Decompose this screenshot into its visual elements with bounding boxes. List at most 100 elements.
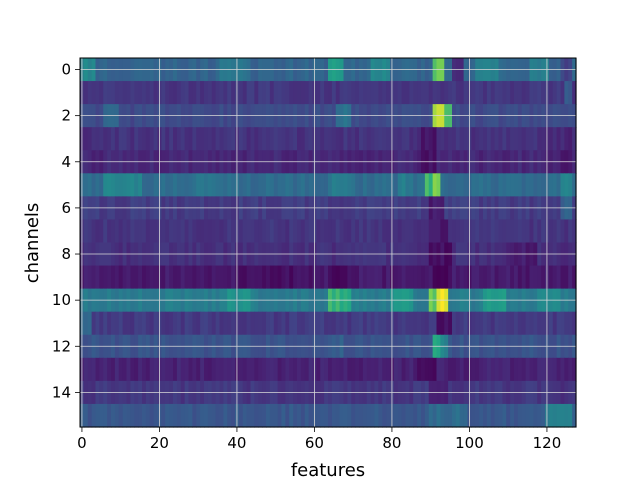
heatmap-cell: [533, 311, 538, 336]
heatmap-cell: [452, 81, 457, 105]
heatmap-cell: [200, 81, 205, 105]
heatmap-cell: [572, 81, 577, 105]
heatmap-cell: [560, 357, 565, 382]
heatmap-cell: [134, 265, 139, 290]
heatmap-cell: [417, 403, 422, 428]
heatmap-cell: [254, 403, 259, 428]
heatmap-cell: [250, 311, 255, 336]
heatmap-cell: [223, 265, 228, 290]
heatmap-cell: [103, 357, 108, 382]
y-tick-label: 8: [61, 245, 71, 263]
heatmap-cell: [308, 403, 314, 428]
heatmap-cell: [510, 173, 515, 197]
heatmap-cell: [471, 311, 476, 336]
heatmap-cell: [219, 311, 224, 336]
x-tick-label: 60: [305, 434, 324, 452]
heatmap-cell: [176, 127, 182, 151]
heatmap-cell: [506, 173, 511, 197]
heatmap-cell: [273, 81, 279, 105]
heatmap-cell: [204, 127, 209, 151]
heatmap-cell: [514, 81, 519, 105]
heatmap-cell: [401, 173, 407, 197]
heatmap-cell: [184, 403, 190, 428]
heatmap-cell: [107, 357, 112, 382]
heatmap-cell: [514, 127, 519, 151]
heatmap-cell: [99, 311, 104, 336]
heatmap-cell: [107, 173, 112, 197]
heatmap-cell: [370, 219, 376, 244]
heatmap-cell: [324, 219, 329, 244]
heatmap-cell: [246, 357, 252, 382]
heatmap-cell: [459, 311, 465, 336]
heatmap-cell: [560, 173, 565, 197]
heatmap-cell: [537, 357, 542, 382]
heatmap-cell: [316, 357, 321, 382]
heatmap-cell: [211, 357, 217, 382]
heatmap-cell: [362, 265, 368, 290]
heatmap-cell: [328, 127, 333, 151]
heatmap-cell: [483, 265, 488, 290]
heatmap-cell: [374, 81, 379, 105]
heatmap-cell: [351, 219, 356, 244]
heatmap-cell: [424, 81, 430, 105]
heatmap-cell: [176, 403, 182, 428]
heatmap-cell: [107, 265, 112, 290]
heatmap-cell: [548, 403, 554, 428]
heatmap-cell: [335, 173, 341, 197]
heatmap-cell: [494, 81, 500, 105]
heatmap-cell: [335, 265, 341, 290]
heatmap-cell: [173, 219, 178, 244]
heatmap-cell: [572, 311, 577, 336]
x-tick-label: 80: [382, 434, 401, 452]
heatmap-cell: [452, 173, 457, 197]
heatmap-cell: [537, 127, 542, 151]
heatmap-cell: [506, 311, 511, 336]
heatmap-cell: [207, 219, 213, 244]
heatmap-cell: [180, 265, 186, 290]
heatmap-cell: [432, 403, 438, 428]
heatmap-cell: [145, 357, 151, 382]
heatmap-cell: [483, 311, 488, 336]
heatmap-cell: [335, 311, 341, 336]
heatmap-cell: [293, 311, 298, 336]
heatmap-cell: [386, 127, 391, 151]
heatmap-cell: [122, 357, 128, 382]
heatmap-cell: [413, 127, 418, 151]
heatmap-cell: [366, 219, 372, 244]
heatmap-cell: [347, 219, 352, 244]
heatmap-cell: [149, 265, 155, 290]
heatmap-cell: [266, 357, 271, 382]
heatmap-cell: [130, 403, 135, 428]
heatmap-cell: [510, 127, 515, 151]
heatmap-cell: [130, 219, 135, 244]
heatmap-cell: [145, 127, 151, 151]
heatmap-cell: [285, 357, 290, 382]
heatmap-cell: [374, 265, 379, 290]
heatmap-cell: [475, 265, 480, 290]
heatmap-cell: [502, 265, 507, 290]
heatmap-cell: [165, 403, 170, 428]
heatmap-cell: [211, 219, 217, 244]
heatmap-cell: [386, 357, 391, 382]
heatmap-cell: [103, 311, 108, 336]
heatmap-cell: [126, 357, 131, 382]
heatmap-cell: [405, 81, 410, 105]
heatmap-cell: [103, 265, 108, 290]
heatmap-cell: [494, 127, 500, 151]
heatmap-cell: [266, 311, 271, 336]
heatmap-cell: [266, 403, 271, 428]
heatmap-cell: [568, 265, 573, 290]
heatmap-cell: [502, 81, 507, 105]
heatmap-cell: [490, 265, 496, 290]
heatmap-cell: [246, 311, 252, 336]
heatmap-cell: [324, 265, 329, 290]
heatmap-cell: [114, 265, 120, 290]
heatmap-cell: [83, 173, 89, 197]
heatmap-cell: [541, 357, 546, 382]
heatmap-cell: [339, 173, 345, 197]
heatmap-cell: [328, 265, 333, 290]
heatmap-cell: [548, 311, 554, 336]
heatmap-cell: [463, 265, 469, 290]
heatmap-cell: [537, 81, 542, 105]
heatmap-cell: [169, 81, 174, 105]
